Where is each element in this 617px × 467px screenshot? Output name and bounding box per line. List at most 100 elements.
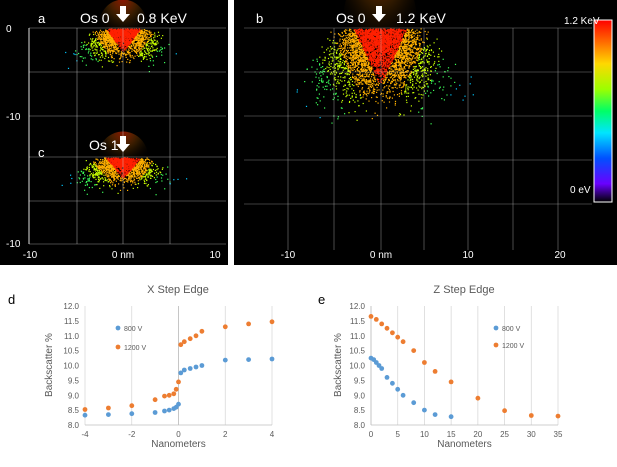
trajectory-dot [427,86,428,87]
trajectory-dot [95,46,96,47]
trajectory-dot [356,94,357,95]
trajectory-dot [103,43,104,44]
trajectory-dot [144,161,145,162]
trajectory-dot [145,172,146,173]
trajectory-dot [110,31,111,32]
trajectory-dot [86,181,87,182]
trajectory-dot [92,38,93,39]
trajectory-dot [157,177,158,178]
trajectory-dot [140,30,141,31]
trajectory-dot [150,54,151,55]
trajectory-dot [89,179,90,180]
trajectory-dot [101,42,102,43]
trajectory-dot [102,66,103,67]
trajectory-dot [100,30,101,31]
trajectory-dot [164,47,165,48]
trajectory-dot [143,167,144,168]
trajectory-dot [121,159,122,160]
trajectory-dot [113,175,114,176]
trajectory-dot [134,48,135,49]
trajectory-dot [397,88,398,89]
panel-ac: a Os 0 0.8 KeV c Os 1 0 -10 -10 -10 0 nm… [0,0,228,265]
trajectory-dot [374,58,375,59]
trajectory-dot [86,160,87,161]
trajectory-dot [128,43,129,44]
trajectory-dot [124,37,125,38]
trajectory-dot [96,31,97,32]
trajectory-dot [95,42,96,43]
trajectory-dot [139,178,140,179]
trajectory-dot [114,58,115,59]
trajectory-dot [410,77,411,78]
trajectory-dot [101,168,102,169]
trajectory-dot [121,158,122,159]
trajectory-dot [108,159,109,160]
trajectory-dot [439,48,440,49]
trajectory-dot [346,52,347,53]
trajectory-dot [144,54,145,55]
trajectory-dot [96,45,97,46]
trajectory-dot [425,93,426,94]
trajectory-dot [408,70,409,71]
trajectory-dot [126,172,127,173]
trajectory-dot [186,178,187,179]
trajectory-dot [416,80,417,81]
trajectory-dot [133,44,134,45]
trajectory-dot [90,49,91,50]
trajectory-dot [107,179,108,180]
trajectory-dot [144,180,145,181]
trajectory-dot [127,166,128,167]
trajectory-dot [138,40,139,41]
trajectory-dot [141,46,142,47]
trajectory-dot [373,81,374,82]
trajectory-dot [97,52,98,53]
trajectory-dot [156,169,157,170]
trajectory-dot [111,168,112,169]
trajectory-dot [128,52,129,53]
trajectory-dot [145,32,146,33]
trajectory-dot [90,53,91,54]
trajectory-dot [330,69,331,70]
trajectory-dot [126,34,127,35]
trajectory-dot [105,39,106,40]
trajectory-dot [146,53,147,54]
trajectory-dot [323,69,324,70]
trajectory-dot [108,41,109,42]
trajectory-dot [113,46,114,47]
trajectory-dot [110,161,111,162]
trajectory-dot [95,174,96,175]
trajectory-dot [148,43,149,44]
trajectory-dot [116,160,117,161]
trajectory-dot [108,158,109,159]
trajectory-dot [99,43,100,44]
trajectory-dot [92,39,93,40]
trajectory-dot [115,161,116,162]
trajectory-dot [145,160,146,161]
trajectory-dot [400,84,401,85]
trajectory-dot [134,165,135,166]
trajectory-dot [368,101,369,102]
trajectory-dot [133,172,134,173]
trajectory-dot [126,46,127,47]
trajectory-dot [433,64,434,65]
trajectory-dot [115,158,116,159]
trajectory-dot [119,62,120,63]
trajectory-dot [125,31,126,32]
trajectory-dot [97,160,98,161]
trajectory-dot [105,31,106,32]
trajectory-dot [130,176,131,177]
trajectory-dot [329,40,330,41]
trajectory-dot [422,74,423,75]
trajectory-dot [97,39,98,40]
trajectory-dot [141,39,142,40]
trajectory-dot [129,34,130,35]
trajectory-dot [156,56,157,57]
trajectory-dot [102,159,103,160]
trajectory-dot [129,170,130,171]
trajectory-dot [139,162,140,163]
trajectory-dot [134,182,135,183]
trajectory-dot [144,166,145,167]
trajectory-dot [106,162,107,163]
trajectory-dot [416,37,417,38]
trajectory-dot [141,176,142,177]
